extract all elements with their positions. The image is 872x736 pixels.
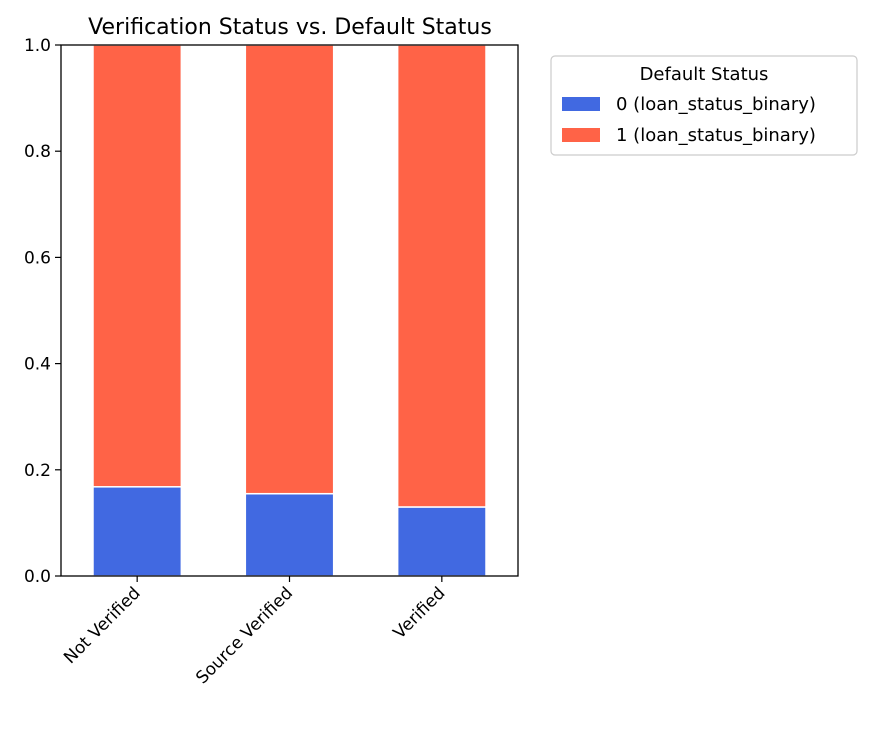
y-tick-label: 0.6 bbox=[24, 248, 51, 268]
legend-title: Default Status bbox=[640, 64, 769, 85]
x-axis: Not Verified Source Verified Verified bbox=[60, 576, 449, 688]
legend-entries: 0 (loan_status_binary) 1 (loan_status_bin… bbox=[562, 94, 816, 146]
bar-segment bbox=[396, 44, 487, 508]
legend-swatch bbox=[562, 97, 600, 111]
legend-label: 1 (loan_status_binary) bbox=[616, 125, 816, 146]
y-tick-label: 0.4 bbox=[24, 355, 51, 375]
x-tick-label: Not Verified bbox=[60, 583, 145, 668]
y-tick-label: 0.2 bbox=[24, 461, 51, 481]
y-axis: 0.0 0.2 0.4 0.6 0.8 1.0 bbox=[24, 36, 61, 587]
y-tick-label: 0.0 bbox=[24, 567, 51, 587]
legend-box bbox=[550, 55, 858, 156]
bar-segment bbox=[396, 506, 487, 577]
bar-segment bbox=[92, 44, 183, 488]
bar-segment bbox=[92, 486, 183, 577]
legend: Default Status 0 (loan_status_binary) 1 (… bbox=[550, 55, 858, 156]
bar-segment bbox=[244, 492, 335, 577]
legend-label: 0 (loan_status_binary) bbox=[616, 94, 816, 115]
y-tick-label: 1.0 bbox=[24, 36, 51, 56]
plot-frame bbox=[60, 44, 519, 577]
y-tick-label: 0.8 bbox=[24, 142, 51, 162]
bars-layer bbox=[92, 44, 487, 577]
x-tick-label: Source Verified bbox=[192, 583, 297, 688]
bar-segment bbox=[244, 44, 335, 495]
x-tick-label: Verified bbox=[390, 583, 450, 643]
legend-swatch bbox=[562, 128, 600, 142]
chart-title: Verification Status vs. Default Status bbox=[88, 15, 492, 40]
